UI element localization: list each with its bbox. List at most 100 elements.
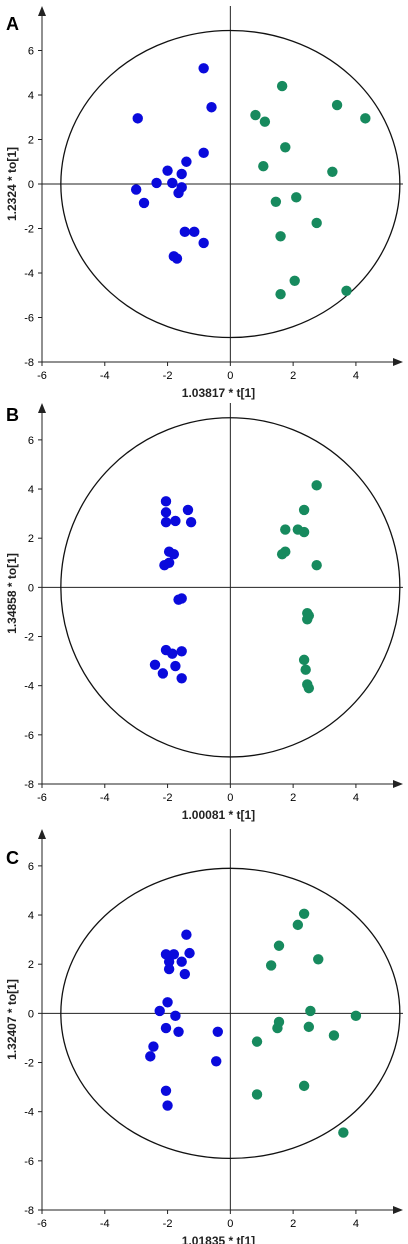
y-tick-label: -4: [24, 681, 34, 693]
y-tick-label: 6: [28, 435, 34, 447]
y-axis-label: 1.34858 * to[1]: [5, 553, 19, 634]
data-point: [185, 517, 197, 528]
data-point: [251, 1089, 263, 1100]
x-axis-arrow: [393, 1206, 403, 1214]
data-point: [160, 496, 172, 507]
x-tick-label: -4: [100, 792, 110, 804]
data-point: [179, 226, 191, 238]
x-tick-label: -4: [100, 370, 110, 382]
y-tick-label: 2: [28, 135, 34, 147]
data-point: [327, 166, 338, 177]
data-point: [170, 1010, 181, 1022]
data-point: [163, 963, 175, 975]
data-point: [303, 1021, 315, 1033]
y-tick-label: -6: [24, 313, 34, 325]
data-point: [258, 161, 269, 172]
data-point: [276, 80, 288, 92]
data-point: [298, 908, 310, 920]
x-tick-label: 4: [353, 792, 359, 804]
data-point: [331, 99, 343, 111]
data-point: [250, 109, 261, 121]
x-tick-label: -2: [163, 792, 173, 804]
data-point: [311, 480, 322, 491]
data-point: [305, 1005, 316, 1017]
x-tick-label: -2: [163, 370, 173, 382]
x-tick-label: -6: [37, 370, 47, 382]
series-group-2: [276, 480, 322, 694]
data-point: [206, 102, 217, 113]
data-point: [145, 1051, 156, 1062]
x-tick-label: 0: [227, 370, 233, 382]
data-point: [176, 673, 187, 684]
x-tick-label: -6: [37, 792, 47, 804]
data-point: [273, 940, 285, 951]
data-point: [168, 949, 180, 960]
y-tick-label: -2: [24, 1058, 34, 1070]
x-tick-label: -6: [37, 1218, 47, 1230]
data-point: [338, 1127, 349, 1138]
x-tick-label: -4: [100, 1218, 110, 1230]
y-axis-label: 1.2324 * to[1]: [5, 147, 19, 221]
data-point: [151, 177, 162, 189]
data-point: [311, 217, 322, 229]
data-point: [170, 660, 181, 672]
data-point: [302, 614, 313, 625]
y-tick-label: -2: [24, 224, 34, 236]
y-tick-label: 6: [28, 46, 34, 58]
y-tick-label: 4: [28, 910, 34, 922]
data-point: [163, 956, 175, 967]
data-point: [160, 1085, 172, 1096]
y-tick-label: 0: [28, 1008, 34, 1020]
series-group-2: [251, 908, 362, 1138]
x-tick-label: 4: [353, 370, 359, 382]
data-point: [298, 1080, 310, 1092]
x-tick-label: -2: [163, 1218, 173, 1230]
data-point: [163, 557, 175, 568]
x-axis-arrow: [393, 358, 403, 366]
y-tick-label: 0: [28, 582, 34, 594]
x-axis-label: 1.01835 * t[1]: [182, 1234, 255, 1244]
x-tick-label: 2: [290, 792, 296, 804]
data-point: [360, 113, 371, 124]
data-point: [179, 968, 191, 980]
data-point: [311, 560, 322, 571]
data-point: [132, 113, 143, 124]
data-point: [162, 997, 173, 1008]
y-tick-label: -6: [24, 1156, 34, 1168]
data-point: [160, 517, 172, 528]
y-axis-label: 1.32407 * to[1]: [5, 979, 19, 1060]
y-tick-label: -6: [24, 730, 34, 742]
data-point: [176, 593, 187, 604]
x-tick-label: 0: [227, 1218, 233, 1230]
y-tick-label: -8: [24, 357, 34, 369]
panel-letter: C: [6, 848, 19, 868]
data-point: [130, 184, 142, 195]
y-tick-label: -4: [24, 268, 34, 280]
x-axis-label: 1.00081 * t[1]: [182, 808, 255, 822]
data-point: [198, 63, 209, 74]
y-tick-label: 0: [28, 179, 34, 191]
series-group-1: [149, 496, 197, 684]
x-tick-label: 2: [290, 370, 296, 382]
data-point: [212, 1026, 223, 1037]
data-point: [280, 142, 291, 153]
y-tick-label: 4: [28, 90, 34, 102]
data-point: [259, 116, 271, 127]
data-point: [275, 231, 286, 242]
data-point: [303, 682, 315, 694]
series-group-1: [145, 929, 223, 1111]
data-point: [162, 165, 173, 176]
data-point: [176, 168, 187, 180]
data-point: [280, 524, 291, 535]
data-point: [265, 960, 277, 971]
y-axis-arrow: [38, 403, 46, 413]
data-point: [171, 253, 183, 264]
data-point: [272, 1022, 283, 1034]
y-tick-label: -8: [24, 1205, 34, 1217]
data-point: [170, 515, 181, 527]
data-point: [181, 156, 192, 167]
data-point: [173, 1026, 184, 1037]
panel-letter: A: [6, 14, 19, 34]
